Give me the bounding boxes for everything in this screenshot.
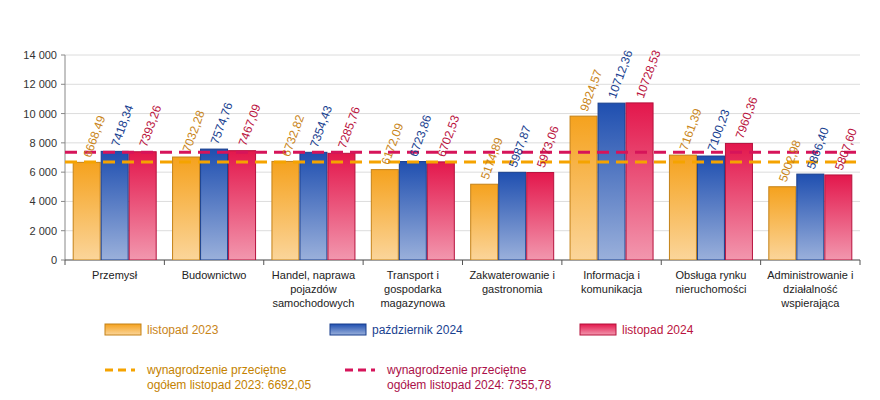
category-label: Obsługa rynkunieruchomości (675, 269, 746, 295)
y-tick-label: 10 000 (23, 108, 57, 120)
y-axis (65, 55, 66, 260)
bar (371, 170, 398, 260)
bar (73, 162, 100, 260)
category-label: Budownictwo (182, 269, 247, 281)
y-tick-label: 8 000 (29, 137, 57, 149)
bar (427, 162, 454, 260)
y-tick (61, 142, 65, 143)
bar (697, 156, 724, 260)
bar (499, 172, 526, 260)
data-label: 7161,39 (677, 106, 705, 152)
y-tick (61, 260, 65, 261)
bar (328, 153, 355, 260)
bar (527, 173, 554, 260)
data-label: 6172,09 (378, 121, 406, 167)
bar (229, 151, 256, 260)
y-tick-label: 4 000 (29, 195, 57, 207)
legend-label: listopad 2023 (147, 323, 219, 337)
data-label: 7285,76 (335, 104, 363, 150)
legend-swatch (580, 324, 616, 335)
data-label: 7467,09 (236, 102, 264, 148)
data-label: 5002,98 (776, 138, 804, 184)
y-tick (61, 55, 65, 56)
data-label: 7393,26 (136, 103, 164, 149)
bar (797, 174, 824, 260)
bar (201, 149, 228, 260)
bar (570, 116, 597, 260)
data-label: 7354,43 (307, 103, 335, 149)
data-label: 9824,57 (577, 67, 605, 113)
data-label: 6702,53 (434, 113, 462, 159)
data-label: 7574,76 (208, 100, 236, 146)
data-label: 5866,40 (804, 125, 832, 171)
x-tick (363, 260, 364, 265)
bar (471, 184, 498, 260)
chart: 0 2 000 4 000 6 000 8 000 10 000 12 000 14 000 6… (0, 0, 880, 400)
x-tick (263, 260, 264, 265)
bar (300, 152, 327, 260)
data-label: 7032,28 (180, 108, 208, 154)
x-tick (760, 260, 761, 265)
y-tick (61, 113, 65, 114)
bar (272, 161, 299, 260)
grid-line (65, 55, 860, 56)
bar (101, 151, 128, 260)
bar (626, 103, 653, 260)
bar (129, 152, 156, 260)
legend-label: listopad 2024 (622, 323, 694, 337)
bar (669, 155, 696, 260)
category-label: Zakwaterowanie igastronomia (469, 269, 555, 295)
bar (825, 175, 852, 260)
data-label: 10712,36 (605, 48, 635, 100)
category-label: Handel, naprawapojazdówsamochodowych (272, 269, 356, 309)
reference-line (65, 161, 860, 164)
category-label: Transport igospodarkamagazynowa (380, 269, 446, 309)
x-tick (561, 260, 562, 265)
bar (173, 157, 200, 260)
data-label: 5174,89 (478, 135, 506, 181)
data-label: 5973,06 (534, 124, 562, 170)
legend-swatch (105, 324, 141, 335)
category-label: Administrowanie idziałalnośćwspierająca (767, 269, 853, 309)
legend-label: wynagrodzenie przeciętneogółem listopad … (386, 363, 551, 392)
data-label: 6668,49 (80, 114, 108, 160)
x-tick (661, 260, 662, 265)
y-tick-label: 6 000 (29, 166, 57, 178)
data-label: 5987,87 (506, 123, 534, 169)
y-tick-label: 14 000 (23, 49, 57, 61)
x-tick (164, 260, 165, 265)
data-label: 7418,34 (108, 103, 136, 149)
data-label: 7960,36 (733, 95, 761, 141)
bar (598, 103, 625, 260)
data-label: 10728,53 (633, 48, 663, 100)
bar (769, 187, 796, 260)
legend-swatch (330, 324, 366, 335)
legend-line (345, 369, 375, 372)
y-tick (61, 201, 65, 202)
legend-label: wynagrodzenie przeciętneogółem listopad … (146, 363, 311, 392)
y-tick-label: 2 000 (29, 225, 57, 237)
bar (399, 162, 426, 260)
x-tick (65, 260, 66, 265)
legend-label: październik 2024 (372, 323, 463, 337)
data-label: 6732,82 (279, 113, 307, 159)
data-label: 7100,23 (705, 107, 733, 153)
x-tick (860, 260, 861, 265)
category-label: Informacja ikomunikacja (581, 269, 643, 295)
category-label: Przemysł (92, 269, 138, 281)
y-tick (61, 84, 65, 85)
data-label: 5807,60 (832, 126, 860, 172)
x-tick (462, 260, 463, 265)
data-label: 6723,86 (406, 113, 434, 159)
y-tick (61, 230, 65, 231)
y-tick-label: 0 (51, 254, 57, 266)
legend-line (105, 369, 135, 372)
y-tick-label: 12 000 (23, 78, 57, 90)
grid-line (65, 84, 860, 85)
y-tick (61, 172, 65, 173)
